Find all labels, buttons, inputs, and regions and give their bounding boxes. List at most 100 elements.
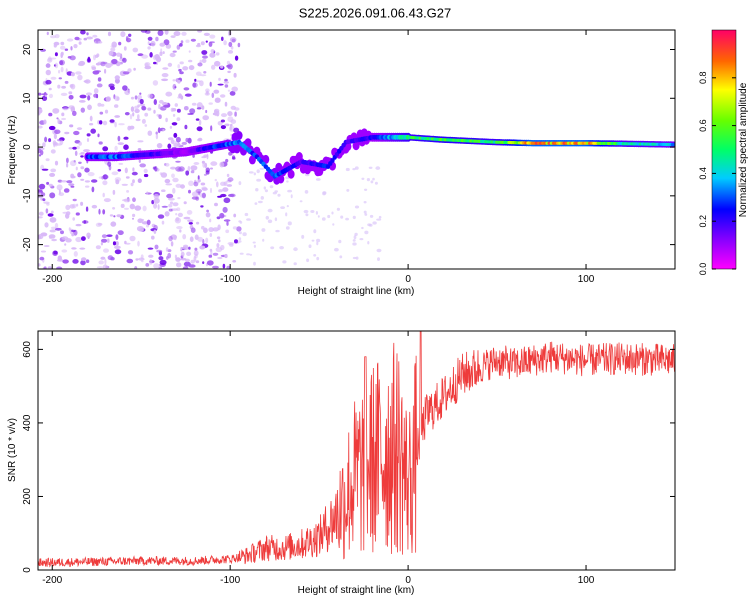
y-tick-label: -20 [22, 237, 33, 252]
noise-blob [72, 110, 77, 116]
noise-blob [190, 259, 195, 264]
noise-blob [97, 41, 103, 44]
noise-blob [177, 197, 181, 200]
noise-blob [223, 197, 231, 204]
noise-blob [287, 221, 292, 226]
noise-blob [209, 81, 212, 87]
noise-blob [352, 168, 356, 171]
noise-blob [255, 188, 259, 192]
noise-blob [101, 175, 104, 180]
noise-blob [86, 138, 90, 142]
noise-blob [209, 218, 212, 223]
noise-blob [346, 189, 350, 192]
noise-blob [56, 266, 63, 269]
noise-blob [72, 259, 79, 264]
noise-blob [81, 257, 87, 262]
noise-blob [339, 255, 343, 259]
noise-blob [122, 85, 128, 91]
noise-blob [158, 256, 164, 261]
noise-blob [38, 148, 42, 154]
noise-blob [275, 229, 280, 233]
noise-blob [354, 166, 359, 170]
noise-blob [170, 241, 174, 247]
noise-blob [208, 227, 214, 233]
noise-blob [272, 191, 277, 195]
noise-blob [372, 177, 375, 181]
noise-blob [124, 207, 129, 210]
noise-blob [116, 52, 121, 57]
noise-blob [237, 240, 242, 243]
noise-blob [156, 143, 163, 149]
noise-blob [123, 144, 129, 150]
noise-blob [97, 133, 100, 138]
track-halo [244, 138, 252, 148]
noise-blob [49, 192, 56, 199]
noise-blob [246, 218, 251, 221]
noise-blob [80, 260, 86, 266]
noise-blob [93, 93, 98, 98]
noise-blob [128, 33, 132, 37]
noise-blob [190, 38, 196, 42]
noise-blob [97, 102, 102, 107]
noise-blob [75, 223, 82, 227]
noise-blob [177, 212, 183, 218]
noise-blob [209, 248, 213, 252]
noise-blob [103, 198, 111, 203]
noise-blob [210, 49, 215, 54]
noise-blob [98, 141, 103, 145]
noise-blob [217, 224, 221, 231]
noise-blob [176, 262, 182, 268]
noise-blob [168, 203, 173, 208]
noise-blob [182, 266, 189, 269]
noise-blob [95, 70, 101, 73]
noise-blob [137, 148, 142, 151]
noise-blob [180, 246, 183, 252]
noise-blob [188, 246, 191, 250]
noise-blob [133, 67, 136, 71]
noise-blob [100, 103, 105, 107]
noise-blob [345, 167, 350, 172]
noise-blob [147, 41, 150, 46]
noise-blob [209, 52, 216, 58]
noise-blob [190, 165, 198, 171]
noise-blob [57, 118, 60, 124]
noise-blob [147, 36, 153, 41]
figure-title: S225.2026.091.06.43.G27 [299, 5, 452, 20]
noise-blob [196, 102, 203, 109]
colorbar: 0.0 0.2 0.4 0.6 0.8 Normalized spectral ampl… [698, 29, 749, 275]
noise-blob [179, 61, 184, 65]
noise-blob [68, 183, 75, 187]
x-tick-label: 0 [405, 575, 411, 586]
noise-blob [80, 107, 86, 113]
noise-blob [165, 183, 173, 186]
noise-blob [224, 84, 229, 88]
noise-blob [125, 37, 132, 43]
noise-blob [378, 215, 382, 219]
snr-x-label: Height of straight line (km) [298, 585, 415, 596]
noise-blob [227, 242, 234, 245]
noise-blob [149, 259, 153, 265]
noise-blob [225, 158, 229, 163]
noise-blob [210, 167, 213, 170]
noise-blob [144, 124, 148, 127]
noise-blob [99, 120, 103, 125]
noise-blob [57, 138, 62, 142]
noise-blob [53, 133, 58, 140]
noise-blob [372, 221, 377, 225]
y-tick-label: 0 [22, 567, 33, 573]
noise-blob [114, 104, 119, 108]
noise-blob [203, 227, 208, 234]
noise-blob [137, 178, 142, 183]
noise-blob [169, 52, 176, 58]
noise-blob [38, 108, 43, 114]
noise-blob [45, 158, 50, 162]
noise-blob [377, 257, 380, 261]
noise-blob [157, 204, 160, 210]
noise-blob [103, 248, 109, 253]
noise-blob [50, 35, 56, 39]
noise-blob [86, 32, 89, 36]
noise-blob [69, 204, 75, 209]
noise-blob [218, 77, 221, 81]
noise-blob [196, 221, 200, 225]
